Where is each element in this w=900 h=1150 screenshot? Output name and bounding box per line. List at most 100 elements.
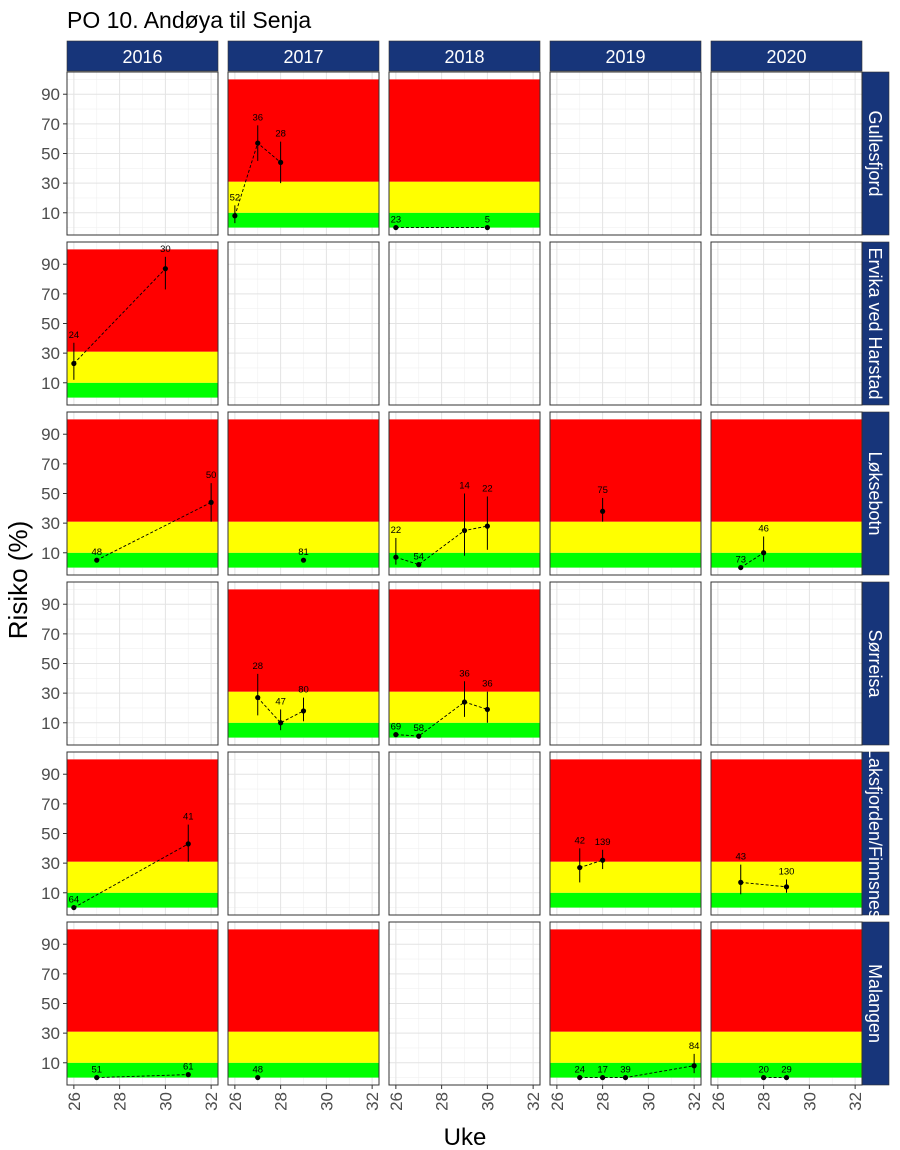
risk-band-high xyxy=(67,249,218,352)
sample-size-label: 17 xyxy=(597,1065,608,1076)
panel: 22 54 14 22 xyxy=(388,411,541,576)
risk-band-high xyxy=(389,79,540,182)
sample-size-label: 69 xyxy=(391,722,402,733)
y-tick-label: 10 xyxy=(41,884,60,903)
location-strip-label: Løksebotn xyxy=(865,451,885,535)
sample-size-label: 64 xyxy=(69,895,80,906)
x-tick-label: 30 xyxy=(478,1092,497,1111)
y-axis-title: Risiko (%) xyxy=(3,521,33,639)
panel: 20 29 xyxy=(710,921,863,1086)
panel-border xyxy=(388,581,541,746)
panel xyxy=(549,241,702,406)
panel-border xyxy=(549,751,702,916)
series-line xyxy=(96,501,212,561)
data-point xyxy=(484,706,490,713)
risk-band-low xyxy=(67,892,218,908)
panel-border xyxy=(549,411,702,576)
year-strip-label: 2016 xyxy=(122,47,162,67)
panel: 81 xyxy=(227,411,380,576)
year-strip-label: 2020 xyxy=(766,47,806,67)
panel-border xyxy=(227,411,380,576)
y-tick-label: 30 xyxy=(41,344,60,363)
data-point xyxy=(94,1074,100,1081)
sample-size-label: 29 xyxy=(781,1065,792,1076)
risk-band-low xyxy=(389,552,540,568)
data-point xyxy=(255,694,261,701)
panel-border xyxy=(549,581,702,746)
risk-band-low xyxy=(228,212,379,228)
sample-size-label: 22 xyxy=(391,525,402,536)
x-tick-label: 26 xyxy=(548,1092,567,1111)
x-tick-label: 30 xyxy=(800,1092,819,1111)
data-point xyxy=(94,557,100,563)
risk-band-high xyxy=(711,929,862,1032)
x-tick-label: 32 xyxy=(363,1092,382,1111)
data-point xyxy=(162,266,168,272)
risk-band-medium xyxy=(228,521,379,553)
data-point xyxy=(232,213,238,219)
x-tick-label: 26 xyxy=(387,1092,406,1111)
risk-band-medium xyxy=(67,351,218,383)
y-tick-label: 70 xyxy=(41,285,60,304)
sample-size-label: 41 xyxy=(183,812,194,823)
panel: 51 61 xyxy=(66,921,219,1086)
data-point xyxy=(393,732,399,738)
sample-size-label: 81 xyxy=(298,547,309,558)
y-tick-label: 70 xyxy=(41,965,60,984)
sample-size-label: 23 xyxy=(391,215,402,226)
panel-border xyxy=(227,71,380,236)
x-tick-label: 26 xyxy=(65,1092,84,1111)
data-point xyxy=(300,708,307,714)
data-point xyxy=(208,499,214,505)
risk-band-high xyxy=(550,929,701,1032)
risk-band-high xyxy=(67,759,218,862)
sample-size-label: 36 xyxy=(482,679,493,690)
risk-band-low xyxy=(228,722,379,738)
sample-size-label: 20 xyxy=(758,1065,769,1076)
panel xyxy=(227,241,380,406)
panel-border xyxy=(710,751,863,916)
panel xyxy=(710,241,863,406)
panel-border xyxy=(227,241,380,406)
risk-band-low xyxy=(711,1062,862,1078)
risk-band-low xyxy=(67,382,218,398)
risk-band-low xyxy=(711,892,862,908)
sample-size-label: 36 xyxy=(459,668,470,679)
risk-band-high xyxy=(550,759,701,862)
panel xyxy=(710,71,863,236)
series-line xyxy=(395,701,488,737)
risk-band-low xyxy=(389,212,540,228)
year-strip-label: 2019 xyxy=(605,47,645,67)
y-tick-label: 50 xyxy=(41,145,60,164)
panel xyxy=(66,581,219,746)
panel: 73 46 xyxy=(710,411,863,576)
y-tick-label: 90 xyxy=(41,595,60,614)
y-tick-label: 10 xyxy=(41,714,60,733)
sample-size-label: 48 xyxy=(252,1065,263,1076)
y-tick-label: 50 xyxy=(41,485,60,504)
year-strip xyxy=(388,40,541,72)
data-point xyxy=(416,733,422,739)
panel-border xyxy=(710,411,863,576)
risk-band-medium xyxy=(228,1031,379,1063)
y-tick-label: 50 xyxy=(41,995,60,1014)
x-tick-label: 28 xyxy=(433,1092,452,1111)
risk-band-low xyxy=(550,892,701,908)
chart-title: PO 10. Andøya til Senja xyxy=(67,7,311,33)
data-point xyxy=(783,884,790,890)
data-point xyxy=(71,904,77,911)
x-tick-label: 30 xyxy=(156,1092,175,1111)
data-point xyxy=(461,527,468,534)
panel-border xyxy=(227,751,380,916)
panel xyxy=(710,581,863,746)
y-tick-label: 10 xyxy=(41,544,60,563)
year-strip-label: 2018 xyxy=(444,47,484,67)
year-strip xyxy=(710,40,863,72)
panel-border xyxy=(710,921,863,1086)
x-tick-label: 30 xyxy=(639,1092,658,1111)
risk-band-low xyxy=(550,1062,701,1078)
sample-size-label: 46 xyxy=(758,523,769,534)
y-tick-label: 30 xyxy=(41,684,60,703)
x-tick-label: 28 xyxy=(755,1092,774,1111)
